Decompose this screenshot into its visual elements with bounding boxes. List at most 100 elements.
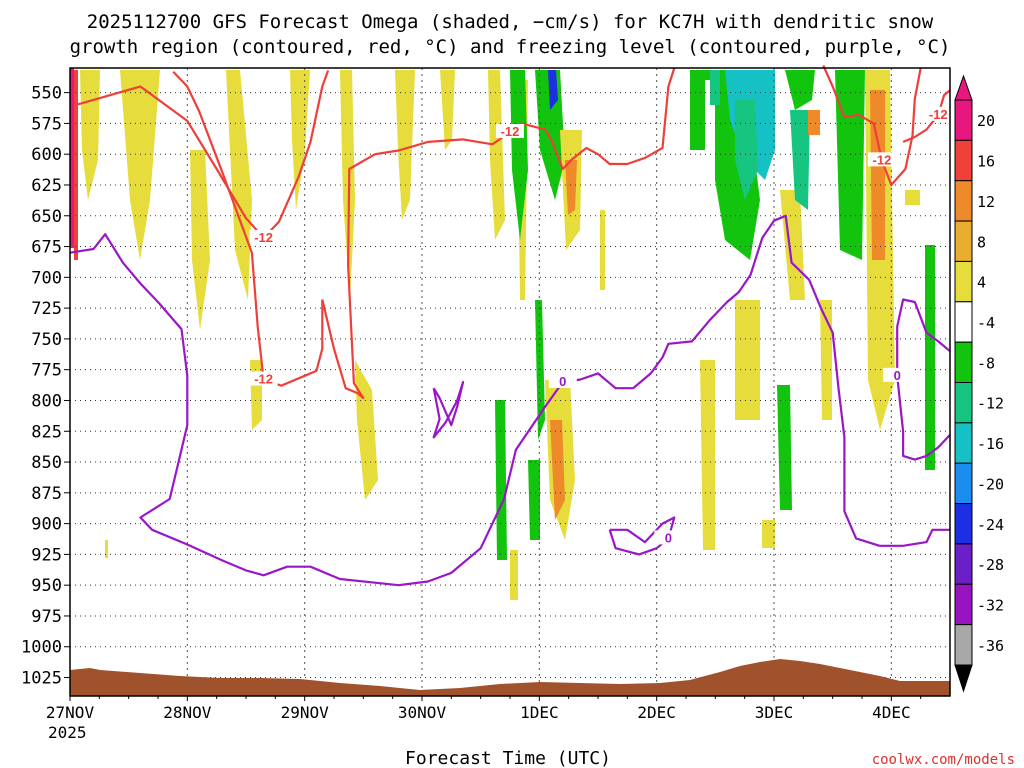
y-tick-label: 600 [31, 145, 62, 165]
y-tick-label: 1000 [21, 638, 62, 658]
omega-shade-cell [690, 70, 705, 150]
omega-shade-cell [395, 70, 415, 220]
omega-shade-cell [495, 400, 507, 560]
contour-line [432, 380, 465, 439]
colorbar-swatch [954, 503, 973, 545]
y-axis: 550 575 600 625 650 675 700 725 750 775 800 825 850 8… [21, 84, 70, 689]
colorbar-swatch [954, 220, 973, 262]
y-tick-label: 1025 [21, 669, 62, 689]
colorbar-top-arrow [954, 74, 973, 101]
colorbar-swatch [954, 139, 973, 182]
colorbar-swatch [954, 99, 973, 141]
omega-shade-cell [535, 70, 565, 200]
omega-shade-cell [120, 70, 160, 260]
x-tick-label: 27NOV [46, 703, 95, 722]
credit-text: coolwx.com/models [872, 752, 1015, 768]
omega-shade-cell [600, 210, 605, 290]
contour-label: 0 [665, 530, 672, 545]
y-tick-label: 775 [31, 361, 62, 381]
horizontal-gridlines [70, 92, 950, 679]
colorbar-swatch [954, 624, 973, 666]
y-tick-label: 625 [31, 176, 62, 196]
colorbar-swatch [954, 583, 973, 626]
omega-shade-cell [510, 70, 528, 240]
x-axis: 27NOV 28NOV 29NOV 30NOV 1DEC 2DEC 3DEC 4DEC [46, 696, 922, 722]
omega-shade-cell [925, 245, 935, 470]
omega-shade-cell [808, 110, 820, 135]
colorbar-swatch [954, 462, 973, 505]
x-tick-label: 30NOV [398, 703, 447, 722]
x-axis-label: Forecast Time (UTC) [405, 748, 611, 768]
colorbar-tick-label: -8 [977, 354, 995, 372]
y-tick-label: 975 [31, 607, 62, 627]
colorbar-tick-label: 20 [977, 112, 995, 130]
colorbar-swatch [954, 382, 973, 424]
contour-label: -12 [873, 152, 892, 167]
contour-label-bg [883, 367, 912, 382]
contour-label-bg [249, 229, 278, 244]
omega-shade-cell [440, 70, 455, 150]
omega-shade-cell [735, 100, 758, 200]
omega-shade-cell [548, 70, 558, 110]
contours: -12 -12 -12 -12 -12 0 0 0 [69, 65, 953, 587]
y-tick-label: 550 [31, 84, 62, 104]
omega-shade-cell [565, 160, 577, 215]
plot-area: -12 -12 -12 -12 -12 0 0 0 [69, 65, 953, 697]
omega-shade-cell [710, 70, 720, 105]
colorbar-tick-label: -16 [977, 435, 1004, 453]
colorbar-bottom-arrow [954, 664, 973, 693]
contour-label-bg [496, 124, 524, 139]
omega-shade-cell [250, 360, 262, 430]
chart-title-line-2: growth region (contoured, red, °C) and f… [70, 36, 951, 58]
colorbar-tick-label: 12 [977, 193, 995, 211]
omega-shade-cell [70, 68, 74, 248]
contour-label-bg [548, 374, 577, 388]
y-tick-label: 725 [31, 299, 62, 319]
colorbar-tick-label: 16 [977, 153, 995, 171]
colorbar-swatch [954, 301, 973, 343]
x-tick-label: 3DEC [755, 703, 794, 722]
y-tick-label: 750 [31, 330, 62, 350]
colorbar-swatch [954, 341, 973, 383]
x-tick-label: 2DEC [637, 703, 676, 722]
colorbar-swatch [954, 422, 973, 464]
x-tick-year: 2025 [48, 723, 87, 742]
contour-label: -12 [501, 124, 520, 139]
omega-shade-cell [105, 540, 108, 558]
colorbar-tick-label: -4 [977, 314, 995, 332]
contour-label-bg [924, 106, 953, 121]
x-tick-label: 29NOV [281, 703, 330, 722]
colorbar-tick-label: -32 [977, 596, 1004, 614]
colorbar-tick-label: -36 [977, 637, 1004, 655]
y-tick-label: 950 [31, 576, 62, 596]
colorbar: 20 16 12 8 4 -4 -8 -12 -16 -20 -24 -28 -32 -36 [954, 74, 1004, 693]
y-tick-label: 825 [31, 422, 62, 442]
contour-label: -12 [929, 107, 948, 122]
terrain [70, 659, 950, 696]
omega-shade-cell [528, 460, 540, 540]
contour-label: -12 [254, 372, 273, 387]
colorbar-tick-label: -28 [977, 556, 1004, 574]
x-tick-label: 4DEC [872, 703, 911, 722]
y-tick-label: 650 [31, 207, 62, 227]
omega-shade-cell [74, 70, 78, 260]
omega-shade-cell [550, 420, 565, 520]
contour-line [902, 89, 951, 143]
contour-label-bg [867, 152, 896, 167]
x-tick-label: 28NOV [163, 703, 212, 722]
colorbar-tick-label: 4 [977, 274, 986, 292]
colorbar-tick-label: -20 [977, 475, 1004, 493]
omega-shade-cell [820, 300, 832, 420]
omega-shade-cell [340, 70, 355, 300]
y-tick-label: 925 [31, 545, 62, 565]
colorbar-tick-label: -12 [977, 395, 1004, 413]
omega-shade-cell [905, 190, 920, 205]
y-tick-label: 800 [31, 391, 62, 411]
y-tick-label: 900 [31, 515, 62, 535]
omega-shade-cell [510, 550, 518, 600]
colorbar-tick-label: -24 [977, 516, 1004, 534]
y-tick-label: 700 [31, 268, 62, 288]
y-tick-label: 575 [31, 114, 62, 134]
omega-shade-cell [785, 70, 815, 110]
